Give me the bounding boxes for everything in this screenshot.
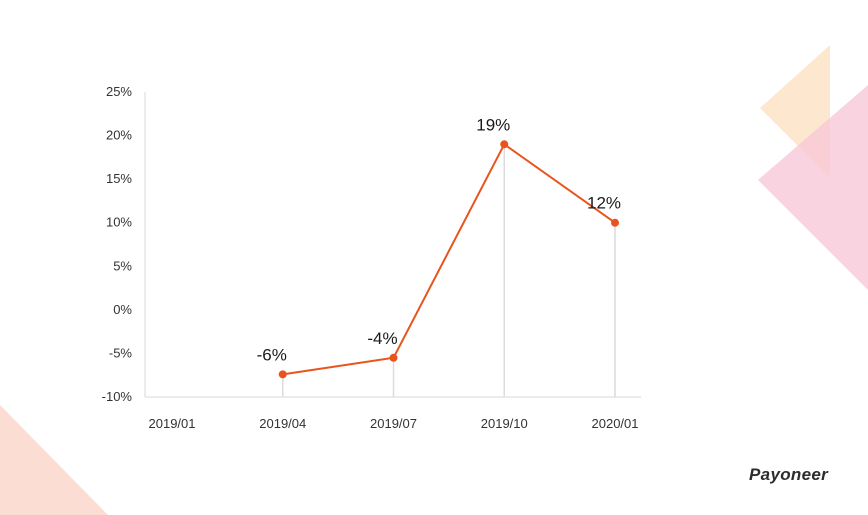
data-point: [611, 218, 619, 227]
y-tick-label: 25%: [106, 84, 132, 99]
y-tick-label: 15%: [106, 171, 132, 186]
x-tick-label: 2020/01: [592, 416, 639, 431]
data-point: [278, 370, 287, 379]
y-tick-label: 5%: [113, 258, 132, 273]
y-tick-label: 10%: [106, 215, 132, 230]
y-tick-label: 20%: [106, 128, 132, 143]
data-point: [389, 353, 398, 362]
y-tick-label: -5%: [109, 345, 133, 360]
x-tick-label: 2019/04: [259, 416, 306, 431]
decor-triangle-coral: [0, 405, 108, 515]
data-label: 12%: [587, 194, 621, 213]
x-tick-label: 2019/10: [481, 416, 528, 431]
payoneer-logo: Payoneer: [749, 465, 828, 484]
y-tick-label: 0%: [113, 302, 132, 317]
decor-triangle-pink: [758, 85, 868, 290]
data-label: -6%: [257, 345, 287, 364]
plot-area: 25% 20% 15% 10% 5% 0% -5% -10% 2019/01 2019/04 201…: [102, 84, 641, 431]
data-label: 19%: [476, 115, 510, 134]
x-tick-label: 2019/01: [149, 416, 196, 431]
x-tick-label: 2019/07: [370, 416, 417, 431]
series-line: [282, 143, 616, 376]
data-point: [500, 140, 509, 149]
decorative-shapes: [0, 45, 868, 515]
data-label: -4%: [367, 329, 397, 348]
y-tick-label: -10%: [102, 389, 133, 404]
